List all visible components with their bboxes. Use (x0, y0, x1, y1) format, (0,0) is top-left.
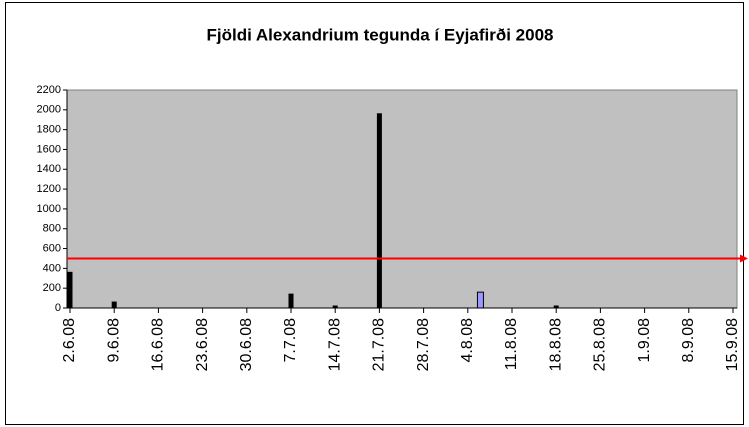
x-tick-label: 25.8.08 (592, 318, 609, 371)
bar (376, 113, 382, 309)
reference-arrow (740, 254, 748, 263)
x-tick-label: 8.9.08 (680, 318, 697, 363)
y-tick-label: 1200 (37, 183, 61, 195)
x-tick-label: 21.7.08 (371, 318, 388, 371)
bar (67, 271, 73, 309)
x-tick-label: 9.6.08 (105, 318, 122, 363)
y-tick-label: 600 (43, 242, 61, 254)
y-tick-label: 1800 (37, 124, 61, 136)
y-tick-label: 400 (43, 262, 61, 274)
bar (288, 293, 294, 309)
bar (553, 305, 559, 309)
bar (332, 305, 338, 309)
x-tick-label: 18.8.08 (547, 318, 564, 371)
bar (111, 301, 117, 309)
x-tick-label: 2.6.08 (61, 318, 78, 363)
x-tick-label: 11.8.08 (503, 318, 520, 370)
y-tick-label: 2000 (37, 104, 61, 116)
y-tick-label: 1400 (37, 163, 61, 175)
chart-title: Fjöldi Alexandrium tegunda í Eyjafirði 2… (206, 25, 553, 44)
y-tick-label: 200 (43, 282, 61, 294)
x-tick-label: 4.8.08 (459, 318, 476, 363)
y-tick-label: 800 (43, 223, 61, 235)
y-tick-label: 0 (55, 302, 61, 314)
x-tick-label: 14.7.08 (326, 318, 343, 371)
x-tick-label: 30.6.08 (238, 318, 255, 371)
y-tick-label: 2200 (37, 84, 61, 96)
plot-area (66, 89, 738, 309)
x-tick-label: 15.9.08 (724, 318, 741, 371)
y-tick-label: 1000 (37, 203, 61, 215)
y-tick-label: 1600 (37, 143, 61, 155)
x-tick-label: 28.7.08 (415, 318, 432, 371)
x-tick-label: 7.7.08 (282, 318, 299, 363)
bar (476, 291, 484, 309)
x-tick-label: 23.6.08 (194, 318, 211, 371)
x-tick-label: 16.6.08 (150, 318, 167, 371)
x-tick-label: 1.9.08 (636, 318, 653, 363)
